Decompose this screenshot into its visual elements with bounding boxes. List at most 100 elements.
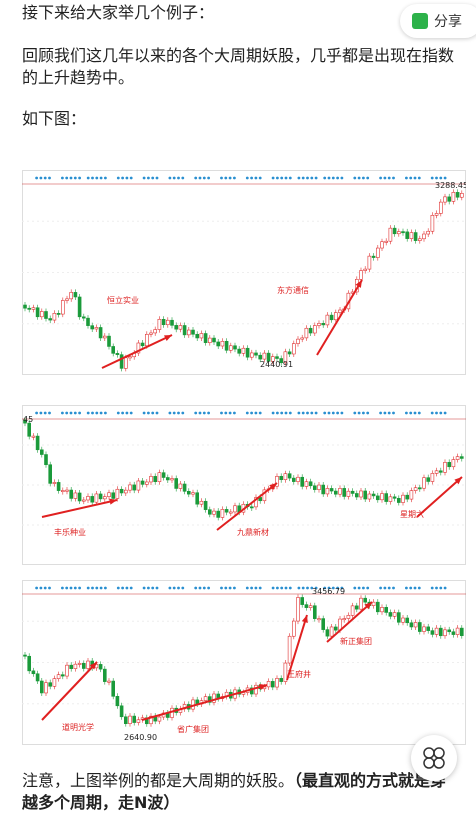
candle	[417, 622, 422, 632]
signal-dot	[121, 586, 124, 590]
candle	[401, 231, 405, 234]
signal-dot	[233, 411, 236, 415]
signal-dot	[327, 586, 331, 590]
candle	[81, 499, 86, 502]
candle	[283, 473, 288, 480]
candle	[287, 351, 292, 355]
candle	[208, 696, 212, 703]
candle	[103, 668, 107, 682]
signal-dot	[181, 586, 185, 590]
candle	[338, 488, 342, 495]
candle	[275, 476, 279, 487]
signal-dot	[198, 176, 202, 180]
signal-dot	[379, 411, 382, 415]
candle	[291, 477, 296, 482]
signal-dot	[258, 176, 262, 180]
signal-dot	[78, 176, 81, 180]
signal-dot	[177, 411, 180, 415]
signal-dot	[155, 411, 159, 415]
signal-dot	[254, 411, 258, 415]
signal-dot	[379, 586, 382, 590]
candle	[174, 478, 178, 489]
candle	[203, 333, 208, 343]
candle	[312, 325, 317, 334]
candle	[388, 612, 393, 617]
signal-dot	[121, 176, 124, 180]
candle	[443, 629, 447, 637]
stock-label: 道明光学	[62, 722, 94, 732]
candle	[111, 346, 115, 354]
candle	[23, 654, 27, 657]
candle	[90, 496, 94, 503]
candle	[90, 325, 94, 330]
arrow-head	[259, 683, 267, 690]
candle	[111, 680, 115, 697]
signal-dot	[61, 176, 64, 180]
figure: 丰乐种业 九鼎新材 星期六 45	[22, 405, 466, 565]
candle	[380, 241, 384, 249]
candle	[438, 470, 443, 473]
candle	[195, 333, 199, 339]
candle	[434, 627, 439, 635]
candle	[304, 604, 309, 608]
candle	[224, 509, 229, 513]
signal-dot	[284, 586, 288, 590]
candle	[65, 489, 69, 492]
signal-dot	[383, 411, 387, 415]
candle	[39, 680, 44, 694]
candle	[128, 356, 132, 359]
arrow-head	[355, 280, 362, 288]
signal-dot	[417, 176, 421, 180]
signal-dot	[233, 176, 236, 180]
candle	[44, 682, 48, 694]
signal-dot	[224, 586, 228, 590]
signal-dot	[310, 176, 314, 180]
candle	[69, 489, 74, 499]
signal-dot	[228, 586, 232, 590]
candle	[417, 487, 422, 490]
candle	[325, 488, 330, 495]
candle	[250, 352, 254, 358]
candle	[363, 597, 368, 603]
candle	[254, 684, 258, 695]
signal-dot	[306, 586, 309, 590]
candle	[409, 232, 414, 239]
share-button[interactable]: 分享	[400, 4, 476, 38]
candle	[283, 662, 288, 682]
signal-dot	[220, 411, 223, 415]
candle	[451, 631, 456, 635]
signal-dot	[220, 176, 223, 180]
signal-dot	[91, 176, 94, 180]
candle	[459, 193, 464, 198]
candle	[191, 329, 195, 335]
signal-dot	[301, 586, 305, 590]
candle	[115, 353, 120, 355]
candle	[451, 459, 456, 468]
signal-dot	[258, 586, 262, 590]
signal-dot	[443, 176, 447, 180]
menu-button[interactable]	[411, 735, 457, 781]
candle	[182, 325, 187, 336]
signal-dot	[314, 586, 318, 590]
candle	[254, 352, 258, 356]
candle	[451, 192, 456, 202]
candle	[27, 422, 31, 437]
candle	[254, 497, 258, 508]
signal-dot	[147, 586, 150, 590]
signal-dot	[207, 176, 211, 180]
candle	[430, 214, 435, 232]
price-label: 2440.91	[260, 360, 293, 369]
candle	[195, 492, 199, 505]
signal-dot	[207, 586, 211, 590]
candle	[132, 484, 136, 491]
candle	[321, 484, 326, 495]
stock-label: 东方通信	[277, 285, 309, 295]
candle	[443, 196, 447, 203]
price-label: 3288.45	[435, 181, 466, 190]
signal-dot	[430, 411, 434, 415]
candle	[266, 681, 271, 688]
share-icon	[412, 13, 428, 29]
candle	[98, 493, 103, 500]
signal-dot	[129, 411, 133, 415]
candle	[250, 506, 254, 509]
